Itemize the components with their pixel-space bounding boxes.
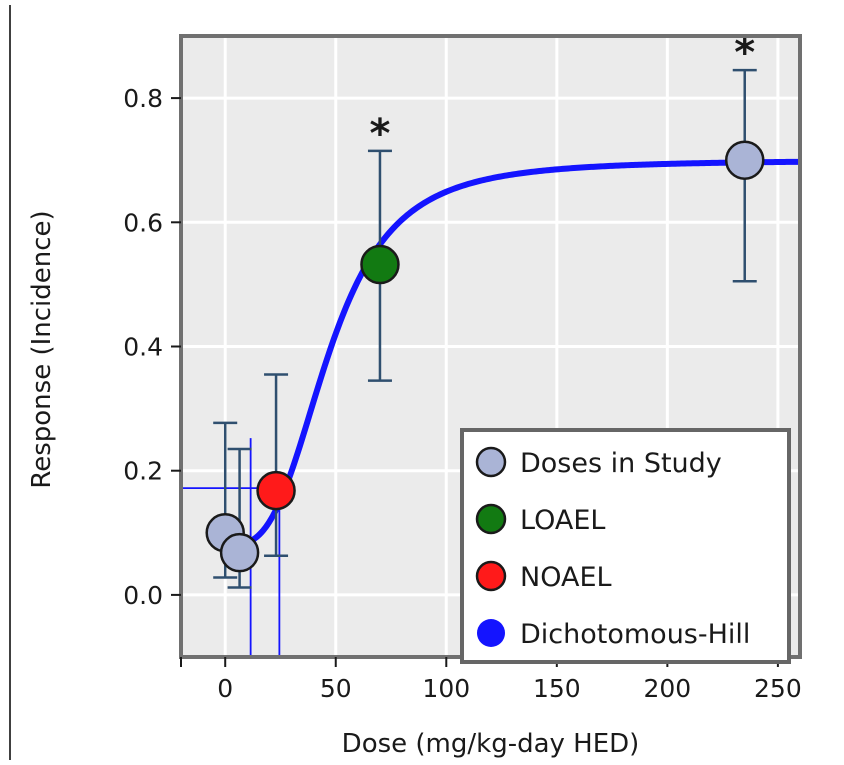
legend-item: Doses in Study <box>475 446 722 479</box>
x-tick-label: 100 <box>422 674 470 703</box>
legend-item: Dichotomous-Hill <box>477 619 750 650</box>
grid-lines <box>181 36 800 657</box>
y-tick-label: 0.6 <box>123 208 163 237</box>
legend-item: LOAEL <box>475 503 605 536</box>
legend-swatch <box>475 560 507 592</box>
legend-label: Dichotomous-Hill <box>520 619 750 650</box>
y-tick-label: 0.8 <box>123 84 163 113</box>
legend-swatch <box>475 503 507 535</box>
dose-point <box>219 532 260 573</box>
y-tick-label: 0.4 <box>123 333 163 362</box>
legend-label: LOAEL <box>520 505 605 536</box>
significance-markers: ** <box>370 30 756 157</box>
legend: Doses in Study LOAEL NOAEL Dichotomous-Hill <box>460 428 791 664</box>
y-tick-label: 0.2 <box>123 457 163 486</box>
data-points <box>205 140 765 573</box>
error-bar <box>264 373 289 558</box>
dose-point <box>724 140 765 180</box>
legend-swatch <box>475 446 507 478</box>
significance-star: * <box>734 30 755 76</box>
loael-point <box>360 244 400 285</box>
x-tick-label: 150 <box>533 674 581 703</box>
legend-label: Doses in Study <box>520 448 722 479</box>
x-axis-label: Dose (mg/kg-day HED) <box>342 729 640 759</box>
legend-swatch <box>477 619 505 647</box>
y-tick-label: 0.0 <box>123 581 163 610</box>
y-axis-ticks: 0.0 0.2 0.4 0.6 0.8 <box>123 84 181 610</box>
y-axis-label: Response (Incidence) <box>27 210 57 488</box>
significance-star: * <box>370 111 391 157</box>
dichotomous-hill-curve <box>224 158 802 549</box>
legend-item: NOAEL <box>475 560 612 593</box>
noael-point <box>256 470 296 511</box>
model-curve-layer <box>224 158 802 549</box>
x-tick-label: 250 <box>754 674 802 703</box>
x-tick-label: 0 <box>217 674 233 703</box>
x-axis-ticks: 0 50 100 150 200 250 <box>180 657 802 703</box>
legend-box <box>460 428 791 664</box>
x-tick-label: 200 <box>643 674 691 703</box>
legend-label: NOAEL <box>520 562 612 593</box>
x-tick-label: 50 <box>320 674 352 703</box>
